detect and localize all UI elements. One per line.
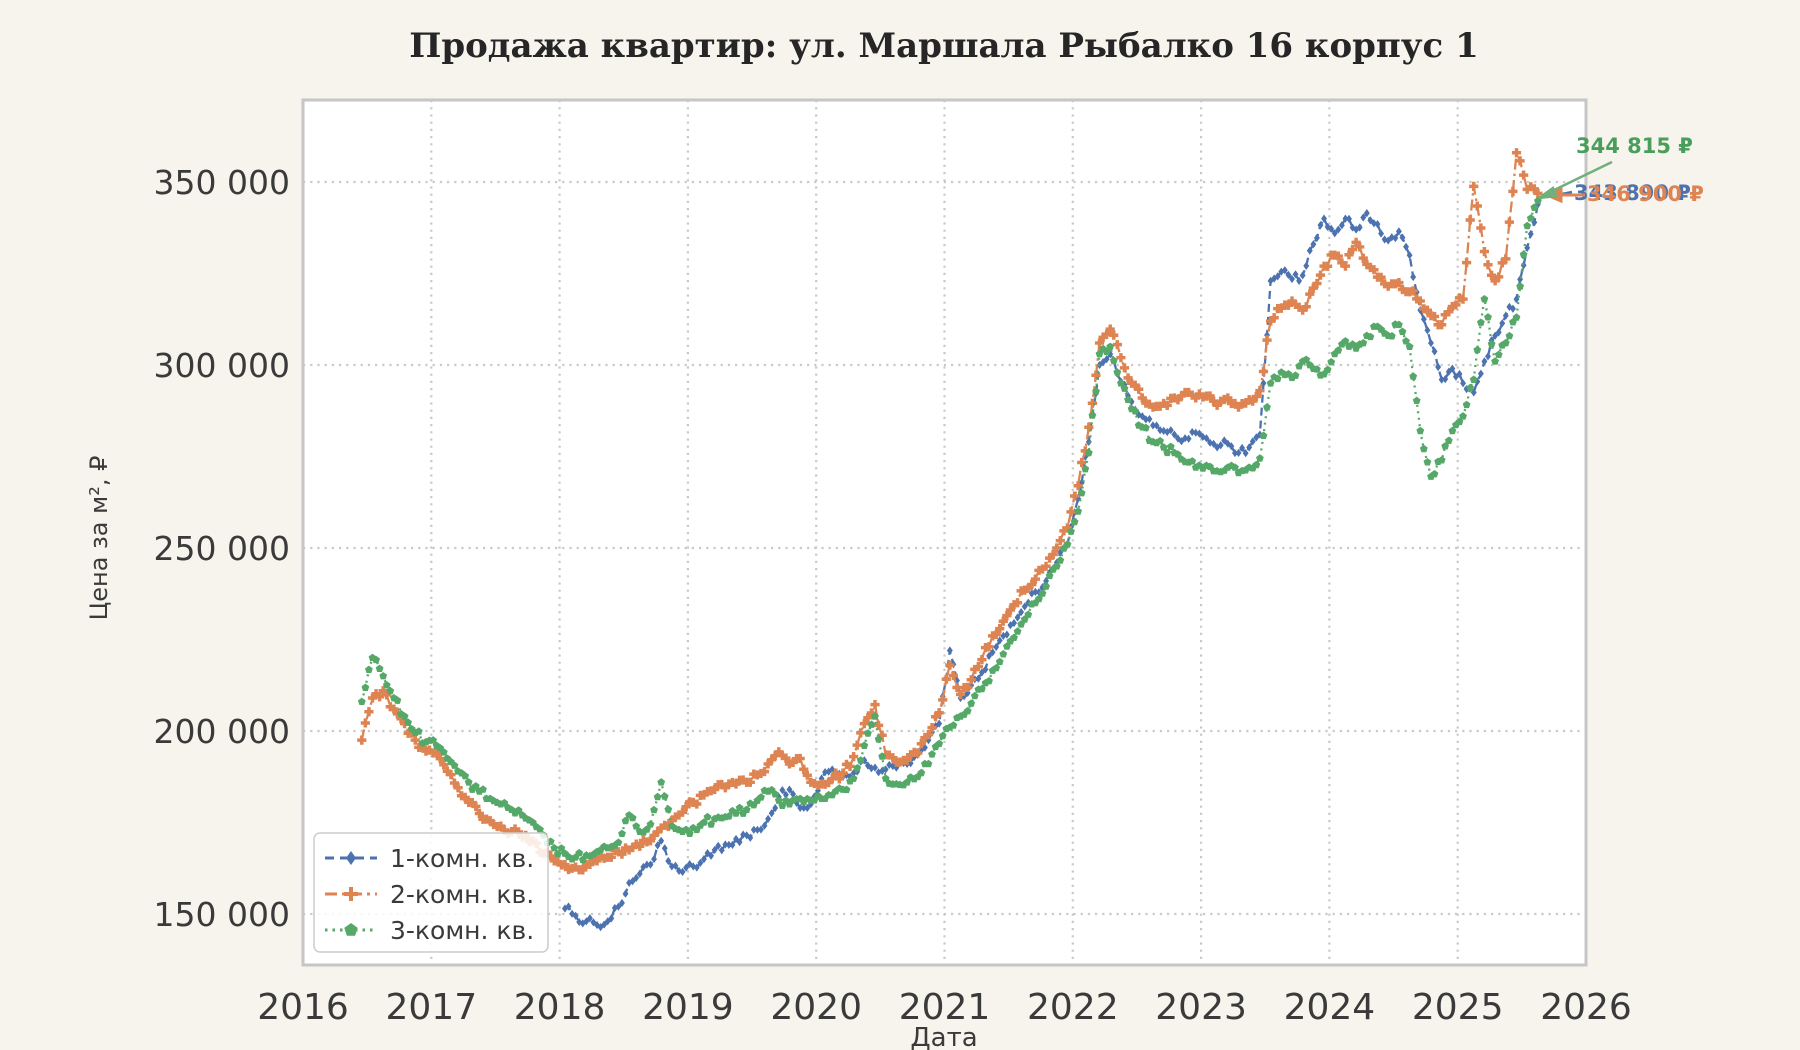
y-tick-150000: 150 000 xyxy=(154,895,290,934)
x-tick-2020: 2020 xyxy=(770,987,862,1028)
x-tick-2023: 2023 xyxy=(1155,987,1247,1028)
legend-box xyxy=(313,832,549,953)
annotation-2-komn-final: 346 900 ₽ xyxy=(1587,182,1704,206)
y-tick-300000: 300 000 xyxy=(154,346,290,385)
plot-border xyxy=(301,98,1588,967)
x-axis-tick-labels: 2016 2017 2018 2019 2020 2021 2022 2023 2024 2025… xyxy=(257,987,1632,1028)
annotation-arrow-3-komn xyxy=(1538,160,1613,200)
x-axis-label: Дата xyxy=(910,1023,977,1050)
legend: 1-комн. кв. 2-комн. кв. 3-комн. кв. xyxy=(313,832,549,953)
final-value-annotations: 343 890 ₽ 346 900 ₽ 344 815 ₽ xyxy=(1538,134,1704,206)
y-axis-label: Цена за м², ₽ xyxy=(85,456,113,621)
x-tick-2018: 2018 xyxy=(514,987,606,1028)
x-tick-2026: 2026 xyxy=(1540,987,1632,1028)
x-tick-2019: 2019 xyxy=(642,987,734,1028)
series-markers-3-комн. кв. xyxy=(357,196,1542,864)
legend-item-2-komn: 2-комн. кв. xyxy=(325,880,534,909)
x-tick-2021: 2021 xyxy=(899,987,991,1028)
x-tick-2024: 2024 xyxy=(1284,987,1376,1028)
y-tick-200000: 200 000 xyxy=(154,712,290,751)
y-tick-350000: 350 000 xyxy=(154,163,290,202)
x-tick-2017: 2017 xyxy=(385,987,477,1028)
series-layer xyxy=(357,148,1543,932)
legend-label-3-komn: 3-комн. кв. xyxy=(390,916,534,945)
x-tick-2016: 2016 xyxy=(257,987,349,1028)
gridlines xyxy=(301,100,1588,965)
annotation-1-komn-final: 343 890 ₽ xyxy=(1574,181,1691,205)
legend-label-1-komn: 1-комн. кв. xyxy=(390,844,534,873)
y-tick-250000: 250 000 xyxy=(154,529,290,568)
series-markers-2-комн. кв. xyxy=(357,148,1543,875)
plus-marker-icon xyxy=(344,887,358,901)
chart-title: Продажа квартир: ул. Маршала Рыбалко 16 … xyxy=(409,26,1479,66)
legend-label-2-komn: 2-комн. кв. xyxy=(390,880,534,909)
pentagon-marker-icon xyxy=(344,923,358,936)
diamond-marker-icon xyxy=(346,851,356,865)
y-axis-tick-labels: 150 000 200 000 250 000 300 000 350 000 xyxy=(154,163,290,934)
annotation-3-komn-final: 344 815 ₽ xyxy=(1576,134,1693,158)
legend-item-1-komn: 1-комн. кв. xyxy=(325,844,534,873)
x-tick-2022: 2022 xyxy=(1027,987,1119,1028)
x-tick-2025: 2025 xyxy=(1412,987,1504,1028)
legend-item-3-komn: 3-комн. кв. xyxy=(325,916,534,945)
